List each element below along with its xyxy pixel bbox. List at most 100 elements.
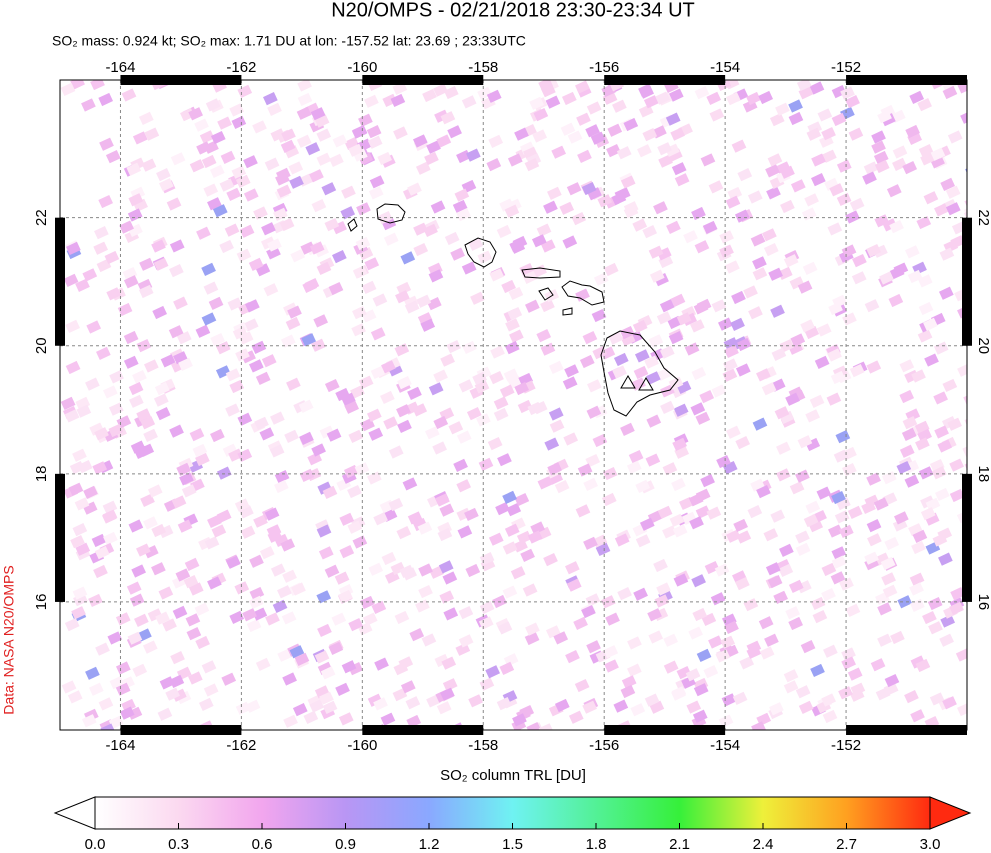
so2-pixel (939, 633, 954, 647)
so2-pixels (60, 80, 967, 730)
so2-pixel (704, 560, 720, 575)
so2-pixel (583, 536, 598, 550)
so2-pixel (621, 675, 637, 689)
so2-pixel (352, 148, 368, 162)
so2-pixel (957, 702, 967, 717)
so2-pixel (773, 590, 788, 604)
so2-pixel (676, 312, 692, 326)
so2-pixel (603, 645, 619, 659)
so2-pixel (648, 245, 664, 259)
so2-pixel (909, 598, 925, 612)
so2-pixel (565, 561, 580, 575)
so2-pixel (156, 168, 171, 182)
so2-pixel (822, 709, 838, 724)
so2-pixel (821, 562, 837, 577)
so2-pixel (836, 159, 852, 173)
so2-pixel (332, 221, 347, 235)
so2-pixel (261, 222, 276, 236)
so2-pixel (248, 595, 264, 609)
so2-pixel (154, 382, 170, 396)
so2-pixel (691, 574, 706, 588)
so2-pixel (627, 636, 642, 650)
so2-pixel (756, 368, 771, 382)
so2-pixel (725, 260, 740, 274)
so2-pixel (67, 690, 83, 704)
so2-pixel (658, 254, 674, 269)
so2-pixel (246, 618, 262, 633)
so2-pixel (316, 590, 332, 604)
so2-pixel (93, 241, 109, 255)
so2-pixel (429, 565, 445, 579)
so2-pixel (235, 701, 251, 715)
so2-pixel (836, 496, 851, 511)
so2-pixel (824, 177, 839, 192)
so2-pixel (908, 523, 923, 537)
so2-pixel (574, 80, 590, 94)
so2-pixel (873, 150, 889, 165)
so2-pixel (210, 332, 226, 347)
so2-pixel (831, 84, 847, 99)
so2-pixel (196, 226, 211, 240)
so2-pixel (586, 101, 602, 115)
kauai (376, 203, 406, 224)
so2-pixel (405, 696, 421, 710)
so2-pixel (657, 505, 673, 519)
so2-pixel (357, 622, 373, 636)
so2-pixel (279, 217, 295, 232)
so2-pixel (81, 98, 96, 112)
so2-pixel (711, 299, 727, 313)
so2-pixel (583, 477, 598, 492)
so2-pixel (383, 416, 398, 430)
so2-pixel (949, 488, 965, 503)
so2-pixel (920, 507, 936, 521)
so2-pixel (267, 238, 282, 252)
so2-pixel (362, 612, 378, 626)
so2-pixel (350, 385, 365, 399)
so2-pixel (305, 142, 321, 156)
so2-pixel (592, 433, 608, 448)
so2-pixel (715, 649, 731, 663)
so2-pixel (344, 400, 359, 414)
so2-pixel (115, 612, 131, 626)
so2-pixel (61, 680, 77, 694)
so2-pixel (92, 461, 108, 475)
so2-pixel (183, 575, 199, 589)
so2-pixel (739, 656, 755, 670)
so2-pixel (662, 462, 678, 476)
so2-pixel (285, 316, 301, 331)
so2-pixel (320, 666, 336, 680)
so2-pixel (276, 184, 292, 198)
kahoolawe (562, 307, 573, 316)
so2-pixel (328, 281, 344, 296)
so2-pixel (277, 585, 292, 599)
so2-pixel (871, 140, 886, 154)
so2-pixel (352, 535, 368, 549)
so2-pixel (681, 511, 697, 525)
so2-pixel (216, 466, 232, 480)
so2-pixel (635, 534, 651, 548)
so2-pixel (261, 354, 277, 368)
so2-pixel (801, 207, 817, 221)
so2-pixel (407, 511, 423, 525)
so2-pixel (889, 219, 904, 234)
so2-pixel (663, 660, 679, 674)
so2-pixel (96, 346, 111, 360)
so2-pixel (761, 382, 777, 396)
so2-pixel (364, 94, 379, 108)
so2-pixel (668, 88, 684, 102)
so2-pixel (264, 507, 280, 521)
so2-pixel (693, 683, 709, 697)
so2-pixel (314, 650, 330, 664)
so2-pixel (545, 625, 561, 639)
so2-pixel (436, 134, 452, 148)
so2-pixel (695, 411, 711, 425)
so2-pixel (910, 709, 925, 723)
so2-pixel (950, 235, 966, 249)
so2-pixel (725, 92, 741, 106)
so2-pixel (811, 153, 826, 167)
so2-pixel (370, 327, 386, 341)
so2-pixel (547, 462, 562, 476)
so2-pixel (98, 697, 114, 711)
so2-pixel (902, 161, 918, 175)
so2-pixel (158, 586, 174, 600)
